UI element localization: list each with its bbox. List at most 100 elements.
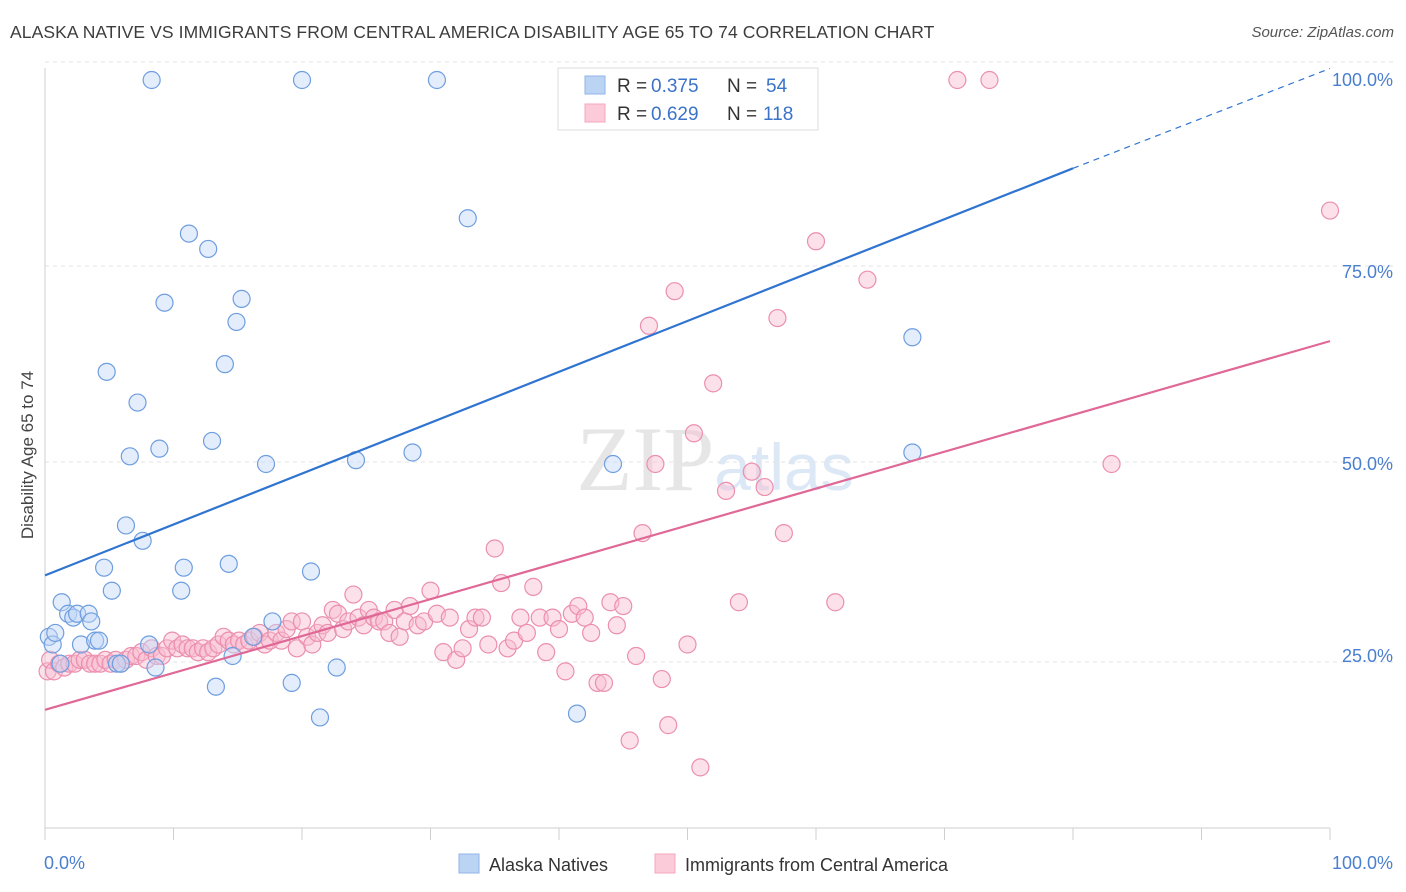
data-point [380,623,399,643]
data-point [948,70,967,90]
series-legend: Alaska Natives Immigrants from Central A… [458,853,949,875]
data-point [858,270,877,289]
chart-title: ALASKA NATIVE VS IMMIGRANTS FROM CENTRAL… [10,22,935,42]
data-point [174,558,193,577]
data-point [178,639,197,658]
data-point [43,635,62,654]
data-point [318,623,337,643]
stats-legend: R = 0.375 N = 54 R = 0.629 N = 118 [557,67,819,131]
legend-swatch-pink [584,103,606,123]
data-point [150,439,169,458]
trend-line-immigrants [44,340,1331,711]
data-point [742,462,761,481]
data-point [227,312,246,332]
data-point [244,627,263,646]
data-point [89,631,109,650]
data-point [659,716,678,735]
data-point [704,374,723,393]
data-point [652,669,671,689]
data-point [287,639,306,658]
data-point [142,70,161,90]
data-point [179,224,199,243]
legend-swatch-blue [584,75,606,95]
data-point [768,308,787,328]
data-point [263,612,282,631]
legend-r-label-blue: R = [617,76,647,97]
data-point [472,608,491,627]
data-point [607,616,626,635]
data-point [301,562,321,581]
legend-n-label-pink: N = [727,104,757,125]
data-point [303,635,322,654]
data-point [517,623,536,643]
data-point [256,454,276,474]
y-tick-label-75: 75.0% [1342,262,1393,282]
data-point [128,393,147,412]
data-point [199,239,218,259]
data-point [219,554,238,573]
data-point [121,646,141,666]
data-point [485,539,504,558]
data-point [1102,454,1121,474]
data-point [530,608,549,627]
y-tick-label-50: 50.0% [1342,454,1393,474]
data-point [524,577,543,596]
data-point [980,70,999,90]
data-point [232,289,251,308]
data-point [549,620,569,639]
data-point [202,431,222,451]
y-tick-label-100: 100.0% [1332,70,1393,90]
data-point [459,620,479,639]
data-point [80,654,100,673]
data-point [556,662,575,681]
legend-swatch-alaska-natives [458,853,480,874]
x-tick-label-right: 100.0% [1332,853,1393,873]
data-point [453,639,472,658]
x-tick-label-left: 0.0% [44,853,85,873]
y-axis-label: Disability Age 65 to 74 [18,371,37,539]
data-point [466,608,485,627]
data-point [447,650,466,669]
data-point [639,316,659,335]
data-point [403,443,422,462]
data-point [95,558,114,577]
data-point [46,623,65,643]
data-point [146,658,165,677]
data-point [537,643,556,662]
data-point [51,654,70,673]
data-point [155,293,174,312]
data-point [1320,201,1340,220]
legend-label-alaska-natives: Alaska Natives [489,855,608,875]
data-point [691,758,710,777]
data-point [755,477,774,497]
trend-line-alaska-natives [44,167,1074,577]
watermark-atlas: atlas [714,430,853,504]
data-point [567,704,587,723]
trend-lines [44,67,1331,711]
data-point [172,581,191,600]
legend-r-label-pink: R = [617,104,647,125]
data-point [70,650,89,669]
data-point [116,516,136,535]
data-point [620,731,639,750]
data-point [344,585,363,604]
data-point [52,593,71,612]
series-immigrants-points [38,70,1340,777]
source-label: Source: ZipAtlas.com [1251,24,1394,41]
data-point [41,650,60,669]
data-point [111,654,130,673]
data-point [511,608,530,627]
data-point [684,424,704,443]
data-point [206,677,226,696]
legend-n-value-pink: 118 [763,104,793,125]
data-point [646,454,665,474]
data-point [774,524,793,543]
data-point [97,362,116,381]
data-point [310,708,330,727]
data-point [440,608,459,627]
data-point [729,593,749,612]
legend-swatch-immigrants [654,853,676,874]
data-point [272,631,291,650]
data-point [665,282,684,301]
